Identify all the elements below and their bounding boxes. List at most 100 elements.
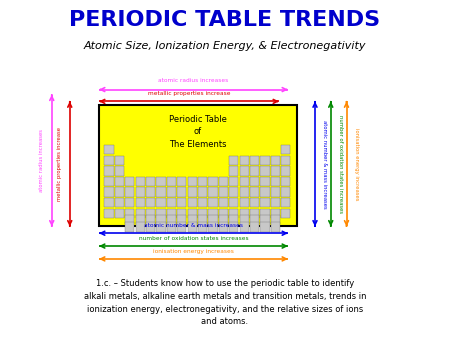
Bar [271, 209, 280, 218]
Bar [157, 215, 166, 224]
Bar [125, 187, 135, 197]
Bar [229, 187, 239, 197]
Bar [219, 209, 228, 218]
Text: number of oxidation states increases: number of oxidation states increases [139, 236, 248, 241]
Bar [167, 215, 176, 224]
Bar [198, 187, 207, 197]
Text: metallic properties increase: metallic properties increase [57, 127, 63, 201]
Bar [261, 187, 270, 197]
Bar [281, 155, 290, 165]
Text: number of oxidation states increases: number of oxidation states increases [338, 115, 343, 213]
Bar [104, 145, 113, 154]
Bar [125, 209, 135, 218]
Bar [104, 187, 113, 197]
Bar [239, 177, 249, 186]
Bar [146, 177, 155, 186]
Text: Periodic Table
of
The Elements: Periodic Table of The Elements [169, 115, 227, 149]
Bar [115, 155, 124, 165]
Bar [135, 198, 145, 208]
Bar [125, 198, 135, 208]
Bar [104, 166, 113, 175]
Bar [146, 198, 155, 208]
Bar [104, 198, 113, 208]
Text: PERIODIC TABLE TRENDS: PERIODIC TABLE TRENDS [69, 10, 381, 30]
Bar [281, 166, 290, 175]
Bar [229, 177, 239, 186]
Bar [239, 222, 249, 232]
Bar [239, 215, 249, 224]
Bar [208, 198, 217, 208]
Bar [219, 177, 228, 186]
Bar [167, 177, 176, 186]
Bar [115, 177, 124, 186]
Bar [104, 209, 113, 218]
Bar [208, 187, 217, 197]
Bar [115, 198, 124, 208]
Bar [135, 177, 145, 186]
Bar [219, 187, 228, 197]
Bar [281, 187, 290, 197]
Bar [115, 187, 124, 197]
Bar [177, 198, 186, 208]
Bar [239, 166, 249, 175]
Bar [271, 198, 280, 208]
Bar [167, 198, 176, 208]
Bar [208, 177, 217, 186]
Bar [167, 222, 176, 232]
Text: Atomic Size, Ionization Energy, & Electronegativity: Atomic Size, Ionization Energy, & Electr… [84, 41, 366, 51]
Bar [250, 209, 259, 218]
Bar [208, 222, 217, 232]
Bar [250, 222, 259, 232]
Bar [125, 222, 135, 232]
Bar [188, 222, 197, 232]
Bar [281, 198, 290, 208]
Bar [271, 187, 280, 197]
Bar [177, 209, 186, 218]
Bar [157, 198, 166, 208]
Bar [125, 177, 135, 186]
Text: ionisation energy increases: ionisation energy increases [153, 249, 234, 254]
Bar [229, 166, 239, 175]
Bar [135, 222, 145, 232]
Bar [229, 215, 239, 224]
Bar [261, 198, 270, 208]
Bar [146, 222, 155, 232]
Bar [157, 177, 166, 186]
Text: 1.c. – Students know how to use the periodic table to identify
alkali metals, al: 1.c. – Students know how to use the peri… [84, 279, 366, 327]
Bar [250, 177, 259, 186]
Bar [261, 155, 270, 165]
Bar [188, 187, 197, 197]
Bar [104, 155, 113, 165]
Bar [239, 155, 249, 165]
Bar [188, 177, 197, 186]
Bar [250, 187, 259, 197]
Text: atomic number & mass increases: atomic number & mass increases [144, 223, 243, 228]
Bar [115, 166, 124, 175]
Bar [135, 187, 145, 197]
Bar [188, 209, 197, 218]
Bar [250, 155, 259, 165]
Bar [208, 209, 217, 218]
Bar [271, 155, 280, 165]
Bar [198, 198, 207, 208]
Text: metallic properties increase: metallic properties increase [148, 91, 230, 96]
Bar [219, 215, 228, 224]
Bar [167, 187, 176, 197]
Bar [271, 177, 280, 186]
Bar [167, 209, 176, 218]
Text: atomic number & mass increases: atomic number & mass increases [322, 120, 328, 208]
Bar [261, 166, 270, 175]
Bar [198, 177, 207, 186]
Bar [177, 177, 186, 186]
Bar [261, 215, 270, 224]
Bar [281, 177, 290, 186]
Bar [146, 187, 155, 197]
Bar [135, 209, 145, 218]
Bar [229, 155, 239, 165]
Bar [229, 198, 239, 208]
Bar [208, 215, 217, 224]
Bar [261, 177, 270, 186]
Bar [281, 209, 290, 218]
Bar [135, 215, 145, 224]
Bar [157, 209, 166, 218]
